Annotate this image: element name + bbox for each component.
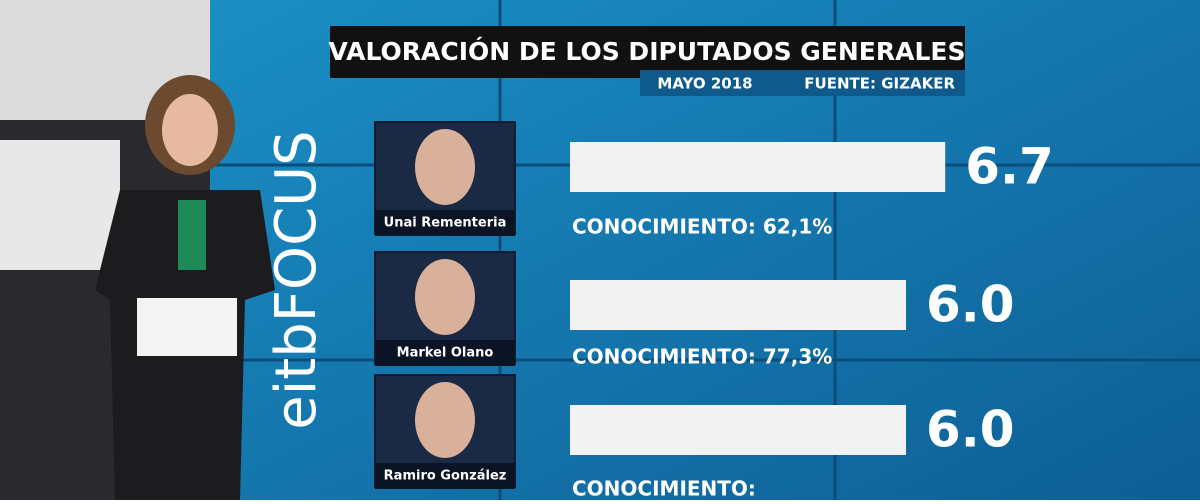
category-label: Ramiro González xyxy=(384,469,507,484)
title-box xyxy=(330,26,965,78)
photo-face xyxy=(415,129,475,205)
value-label: 6.0 xyxy=(926,401,1015,459)
category-label: Markel Olano xyxy=(397,346,494,361)
annotation: CONOCIMIENTO: 62,1% xyxy=(572,215,832,239)
bar xyxy=(570,405,906,455)
category-label: Unai Rementeria xyxy=(384,216,507,231)
name-box xyxy=(375,463,515,489)
bar xyxy=(570,280,906,330)
source: FUENTE: GIZAKER xyxy=(804,75,955,93)
value-label: 6.7 xyxy=(965,138,1054,196)
name-box xyxy=(375,210,515,236)
annotation: CONOCIMIENTO: xyxy=(572,477,756,501)
annotation: CONOCIMIENTO: 77,3% xyxy=(572,345,832,369)
presenter xyxy=(95,75,275,500)
studio-panel xyxy=(0,140,120,270)
name-box xyxy=(375,340,515,366)
chart-title: VALORACIÓN DE LOS DIPUTADOS GENERALES xyxy=(328,36,965,66)
subtitle-box xyxy=(640,70,965,96)
bar xyxy=(570,142,946,192)
logo: eitbFOCUS xyxy=(264,130,329,429)
subtitle: MAYO 2018 xyxy=(657,75,752,93)
photo-face xyxy=(415,382,475,458)
value-label: 6.0 xyxy=(926,276,1015,334)
photo-face xyxy=(415,259,475,335)
